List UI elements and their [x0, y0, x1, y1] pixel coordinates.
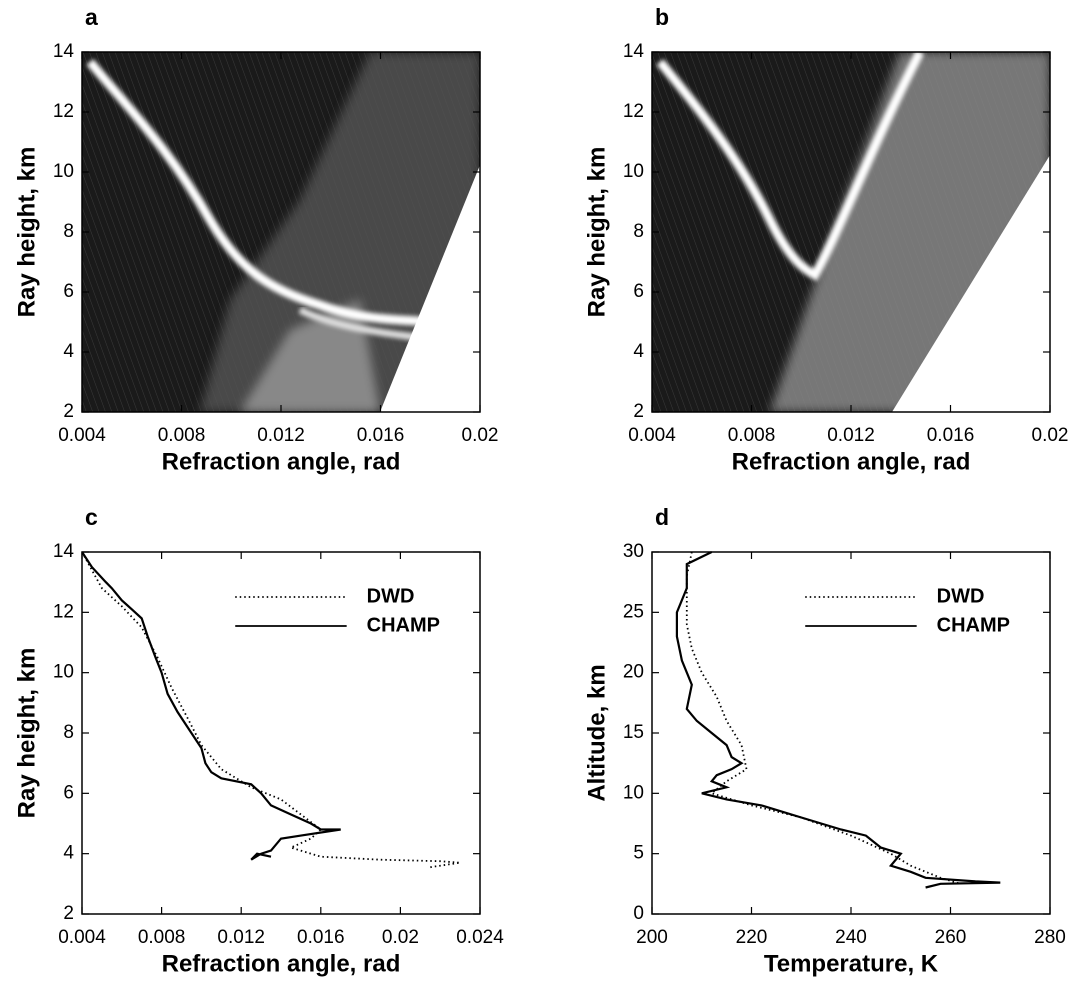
x-tick-label: 0.016	[297, 927, 345, 948]
y-tick-label: 8	[63, 221, 74, 242]
spectrum-image	[82, 52, 480, 412]
x-tick-label: 0.004	[58, 927, 106, 948]
panel-label: b	[655, 4, 669, 30]
y-tick-label: 2	[633, 401, 644, 422]
y-tick-label: 12	[53, 601, 74, 622]
legend-label: CHAMP	[937, 614, 1010, 636]
x-tick-label: 0.012	[827, 425, 875, 446]
y-tick-label: 10	[53, 662, 74, 683]
x-tick-label: 0.008	[728, 425, 776, 446]
y-tick-label: 12	[623, 101, 644, 122]
y-tick-label: 4	[63, 843, 74, 864]
x-tick-label: 0.02	[382, 927, 419, 948]
x-tick-label: 0.016	[927, 425, 975, 446]
x-tick-label: 0.004	[58, 425, 106, 446]
legend-label: DWD	[367, 585, 415, 607]
x-tick-label: 220	[736, 927, 768, 948]
x-tick-label: 0.012	[217, 927, 265, 948]
x-tick-label: 260	[935, 927, 967, 948]
y-tick-label: 8	[633, 221, 644, 242]
data-line	[685, 551, 961, 885]
x-tick-label: 0.004	[628, 425, 676, 446]
y-tick-label: 6	[633, 281, 644, 302]
x-axis-title: Refraction angle, rad	[162, 950, 401, 977]
panel-label: a	[85, 4, 98, 30]
data-line	[82, 551, 341, 861]
y-tick-label: 15	[623, 722, 644, 743]
y-tick-label: 10	[623, 782, 644, 803]
y-tick-label: 5	[633, 843, 644, 864]
x-tick-label: 0.02	[1032, 425, 1069, 446]
y-axis-title: Ray height, km	[13, 648, 40, 819]
y-tick-label: 20	[623, 662, 644, 683]
spectrum-image	[652, 52, 1050, 412]
x-tick-label: 0.012	[257, 425, 305, 446]
x-tick-label: 0.02	[462, 425, 499, 446]
panel-label: c	[85, 504, 98, 530]
y-tick-label: 4	[633, 341, 644, 362]
data-line	[82, 551, 461, 869]
y-tick-label: 14	[53, 541, 75, 562]
y-tick-label: 8	[63, 722, 74, 743]
x-tick-label: 0.008	[158, 425, 206, 446]
y-tick-label: 4	[63, 341, 74, 362]
x-tick-label: 0.024	[456, 927, 504, 948]
y-tick-label: 2	[63, 903, 74, 924]
x-axis-title: Temperature, K	[764, 950, 939, 977]
y-tick-label: 6	[63, 281, 74, 302]
y-tick-label: 12	[53, 101, 74, 122]
x-axis-title: Refraction angle, rad	[732, 448, 971, 475]
x-axis-title: Refraction angle, rad	[162, 448, 401, 475]
legend-label: DWD	[937, 585, 985, 607]
y-tick-label: 6	[63, 782, 74, 803]
y-tick-label: 14	[623, 41, 645, 62]
x-tick-label: 200	[636, 927, 668, 948]
x-tick-label: 0.008	[138, 927, 186, 948]
y-tick-label: 14	[53, 41, 75, 62]
y-axis-title: Ray height, km	[583, 147, 610, 318]
y-tick-label: 25	[623, 601, 644, 622]
y-axis-title: Altitude, km	[583, 664, 610, 801]
data-line	[675, 551, 1001, 889]
plot-frame	[81, 551, 481, 915]
y-tick-label: 30	[623, 541, 644, 562]
x-tick-label: 280	[1034, 927, 1066, 948]
legend-label: CHAMP	[367, 614, 440, 636]
y-tick-label: 10	[53, 161, 74, 182]
y-tick-label: 2	[63, 401, 74, 422]
x-tick-label: 240	[835, 927, 867, 948]
x-tick-label: 0.016	[357, 425, 405, 446]
y-tick-label: 0	[633, 903, 644, 924]
y-tick-label: 10	[623, 161, 644, 182]
panel-label: d	[655, 504, 669, 530]
y-axis-title: Ray height, km	[13, 147, 40, 318]
